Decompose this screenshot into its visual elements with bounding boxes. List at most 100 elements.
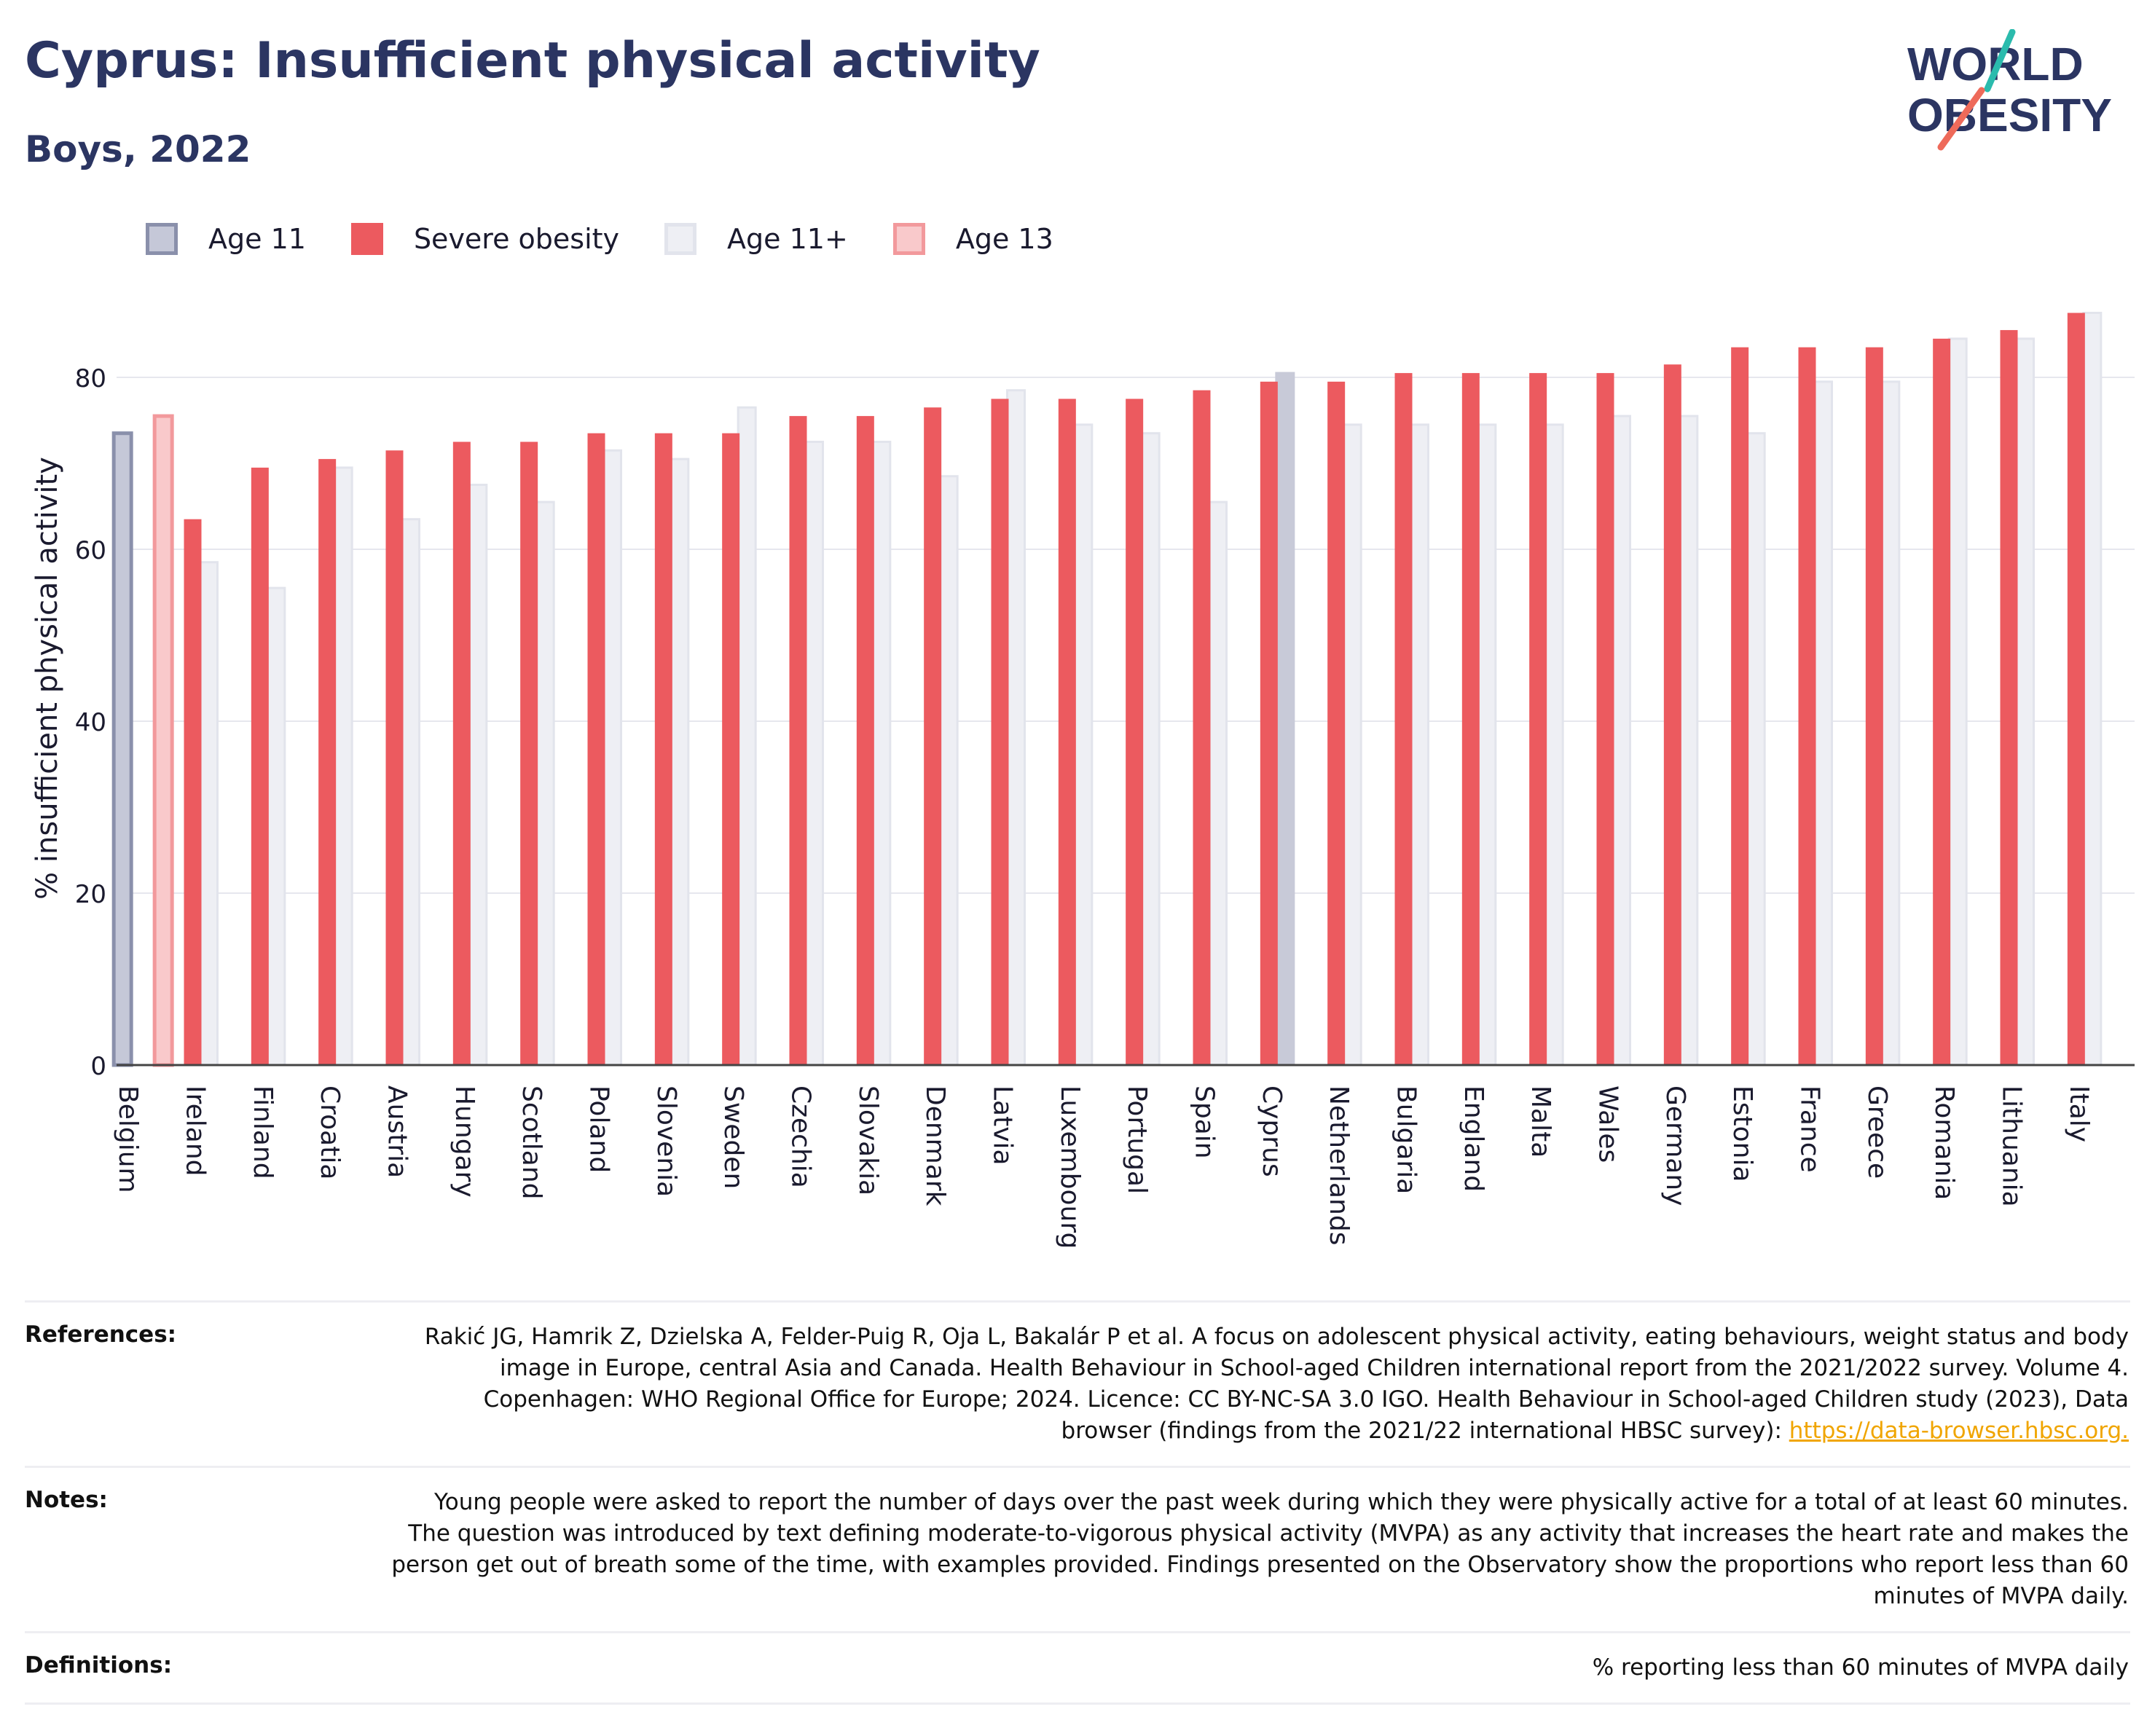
legend-item-age-11-plus[interactable]: Age 11+ [664,223,848,255]
bar-scotland-age-11-plus [535,500,555,1067]
bar-latvia-age-11-plus [1006,389,1026,1067]
x-tick-label-croatia: Croatia [315,1085,345,1179]
bar-finland-age-11-plus [266,586,286,1067]
definitions-row: Definitions: % reporting less than 60 mi… [25,1633,2130,1705]
x-tick-label-greece: Greece [1862,1085,1892,1179]
bar-hungary-age-11-plus [468,484,488,1067]
x-tick-label-denmark: Denmark [920,1085,950,1206]
bar-romania-severe-obesity [1933,338,1951,1065]
x-tick-label-netherlands: Netherlands [1324,1085,1354,1245]
bar-latvia-severe-obesity [991,398,1009,1065]
bar-romania-age-11-plus [1947,337,1968,1067]
x-tick-label-france: France [1795,1085,1825,1173]
bar-germany-age-11-plus [1679,415,1699,1067]
x-tick-label-wales: Wales [1593,1085,1623,1163]
bar-estonia-severe-obesity [1731,347,1749,1065]
bar-germany-severe-obesity [1663,364,1681,1065]
bar-slovakia-severe-obesity [856,416,874,1065]
x-tick-label-sweden: Sweden [718,1085,748,1189]
logo-line2: OBESITY [1907,89,2112,141]
bar-slovakia-age-11-plus [871,441,892,1067]
bar-england-severe-obesity [1461,373,1480,1065]
legend-label-age-13: Age 13 [955,223,1053,255]
x-tick-label-slovakia: Slovakia [853,1085,883,1195]
y-axis-title: % insufficient physical activity [31,457,64,900]
notes-label: Notes: [25,1487,108,1513]
chart-title: Cyprus: Insufficient physical activity [25,32,1040,90]
legend-label-age-11-plus: Age 11+ [727,223,848,255]
y-tick-label-60: 60 [75,536,106,565]
x-tick-label-slovenia: Slovenia [651,1085,681,1197]
x-tick-label-hungary: Hungary [450,1085,479,1198]
bar-netherlands-severe-obesity [1327,381,1346,1065]
bar-denmark-age-11-plus [938,475,959,1067]
notes-row: Notes: Young people were asked to report… [25,1468,2130,1633]
bar-chart: 0 20 40 60 80 % insufficient physical activit… [31,312,2135,1249]
references-body: Rakić JG, Hamrik Z, Dzielska A, Felder-P… [424,1324,2129,1444]
y-tick-label-40: 40 [75,708,106,737]
y-tick-label-0: 0 [90,1052,106,1081]
bar-greece-severe-obesity [1865,347,1883,1065]
bar-lithuania-severe-obesity [2000,330,2018,1066]
bar-sweden-severe-obesity [722,433,740,1065]
references-link[interactable]: https://data-browser.hbsc.org. [1789,1418,2129,1444]
bar-spain-age-11-plus [1208,500,1228,1067]
references-label: References: [25,1321,177,1348]
x-tick-label-ireland: Ireland [181,1085,211,1177]
bar-austria-severe-obesity [385,450,404,1065]
bar-england-age-11-plus [1477,423,1497,1067]
bar-france-age-11-plus [1813,380,1833,1067]
legend-item-age-13[interactable]: Age 13 [892,223,1053,255]
bar-wales-age-11-plus [1612,415,1631,1067]
bar-portugal-severe-obesity [1126,398,1144,1065]
x-tick-label-poland: Poland [584,1085,614,1173]
bar-estonia-age-11-plus [1746,432,1766,1067]
bar-netherlands-age-11-plus [1342,423,1362,1067]
legend-item-age-11[interactable]: Age 11 [146,223,306,255]
bar-italy-age-11-plus [2082,312,2103,1067]
x-tick-label-scotland: Scotland [517,1085,546,1200]
bar-wales-severe-obesity [1596,373,1614,1065]
bar-malta-severe-obesity [1529,373,1547,1065]
bar-greece-age-11-plus [1880,380,1901,1067]
definitions-text: % reporting less than 60 minutes of MVPA… [1592,1654,2129,1681]
logo-teal-slash [1984,29,2016,93]
x-tick-label-cyprus: Cyprus [1257,1085,1287,1177]
x-tick-label-austria: Austria [382,1085,412,1178]
bar-italy-severe-obesity [2067,313,2085,1065]
world-obesity-logo: WORLD OBESITY [1907,29,2112,151]
x-tick-label-luxembourg: Luxembourg [1055,1085,1085,1249]
references-text: Rakić JG, Hamrik Z, Dzielska A, Felder-P… [389,1321,2130,1447]
chart-subtitle: Boys, 2022 [25,128,251,170]
notes-text: Young people were asked to report the nu… [391,1489,2129,1609]
bar-belgium-age-11 [111,431,133,1067]
legend-swatch-severe-obesity [350,223,383,255]
bar-malta-age-11-plus [1544,423,1564,1067]
bar-ireland-severe-obesity [184,519,202,1065]
x-tick-label-germany: Germany [1660,1085,1690,1206]
bar-belgium-age-13 [152,414,174,1067]
bar-denmark-severe-obesity [924,407,942,1065]
x-tick-label-belgium: Belgium [113,1085,143,1193]
x-tick-label-lithuania: Lithuania [1997,1085,2027,1207]
bar-czechia-age-11-plus [804,441,824,1067]
bar-scotland-severe-obesity [520,441,538,1065]
legend-label-severe-obesity: Severe obesity [413,223,620,255]
y-tick-label-20: 20 [75,880,106,909]
bar-luxembourg-severe-obesity [1058,398,1076,1065]
bar-ireland-age-11-plus [199,561,219,1067]
bar-bulgaria-age-11-plus [1410,423,1429,1067]
bar-cyprus-age-11-plus [1275,372,1295,1067]
bar-bulgaria-severe-obesity [1394,373,1413,1065]
legend-item-severe-obesity[interactable]: Severe obesity [350,223,620,255]
bar-finland-severe-obesity [251,467,269,1065]
bar-hungary-severe-obesity [452,441,471,1065]
bar-portugal-age-11-plus [1140,432,1161,1067]
definitions-label: Definitions: [25,1652,173,1678]
bar-slovenia-severe-obesity [654,433,672,1065]
bar-sweden-age-11-plus [737,406,757,1067]
y-tick-label-80: 80 [75,364,106,393]
metadata-table: References: Rakić JG, Hamrik Z, Dzielska… [25,1300,2130,1705]
logo-coral-slash [1937,87,1985,151]
chart-legend: Age 11 Severe obesity Age 11+ Age 13 [146,217,1099,261]
